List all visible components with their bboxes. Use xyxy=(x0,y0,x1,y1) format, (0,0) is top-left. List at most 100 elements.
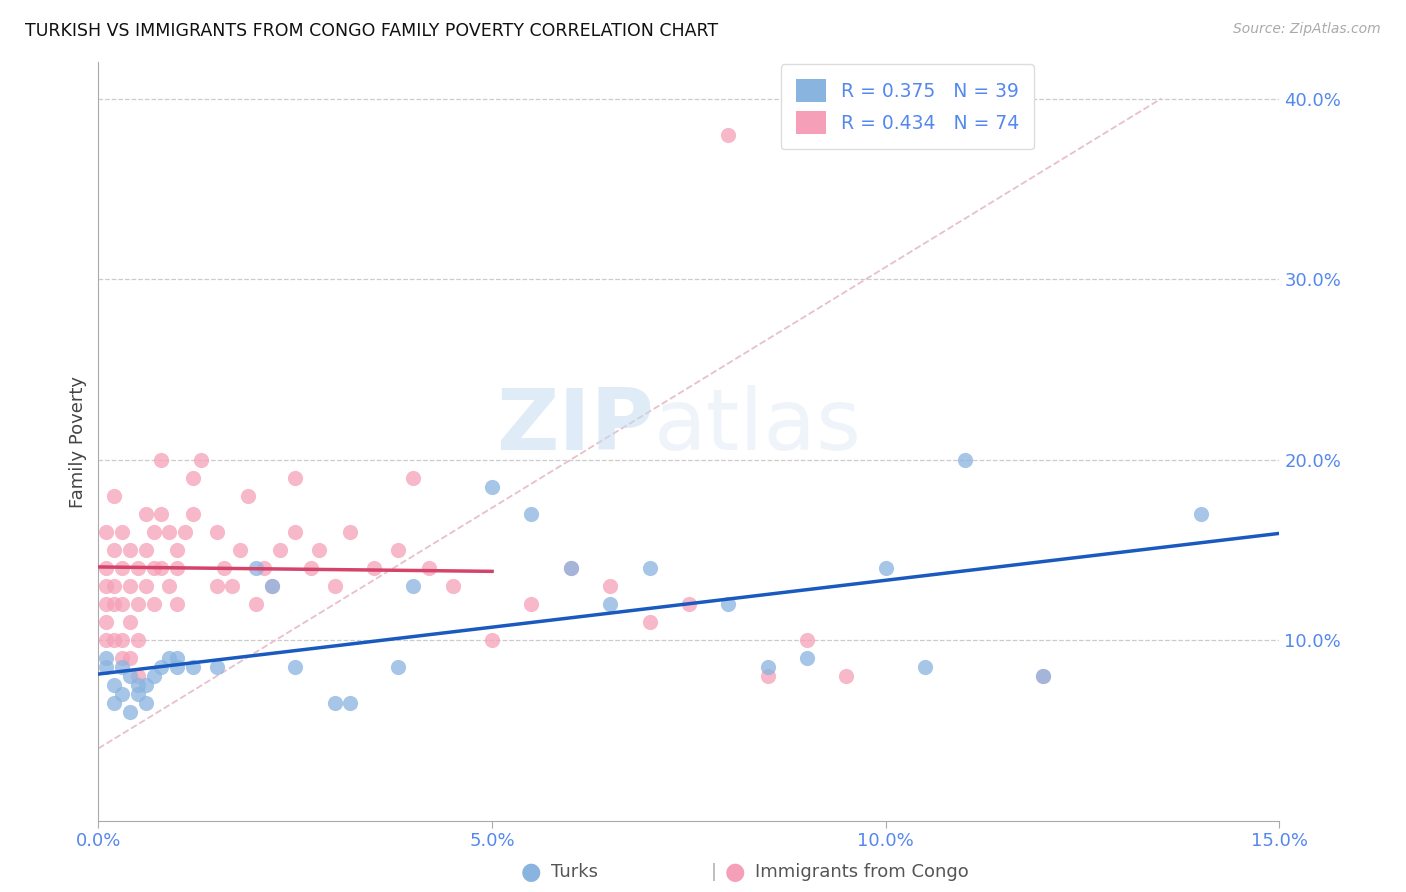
Text: ZIP: ZIP xyxy=(496,384,654,468)
Point xyxy=(245,597,267,611)
Point xyxy=(135,678,157,692)
Point xyxy=(103,579,125,593)
Point xyxy=(96,651,118,665)
Point xyxy=(678,597,700,611)
Point xyxy=(323,696,346,710)
Point xyxy=(481,480,503,494)
Point xyxy=(205,524,228,539)
Point xyxy=(166,542,188,557)
Y-axis label: Family Poverty: Family Poverty xyxy=(69,376,87,508)
Point xyxy=(560,561,582,575)
Point xyxy=(796,633,818,648)
Point xyxy=(127,678,149,692)
Point xyxy=(387,542,409,557)
Text: Turks: Turks xyxy=(551,863,598,881)
Point xyxy=(142,669,165,683)
Point xyxy=(323,579,346,593)
Point xyxy=(402,579,425,593)
Point xyxy=(127,687,149,701)
Point xyxy=(127,597,149,611)
Point xyxy=(284,470,307,484)
Point xyxy=(157,524,180,539)
Point xyxy=(402,470,425,484)
Point xyxy=(150,660,173,674)
Point xyxy=(520,507,543,521)
Point xyxy=(135,579,157,593)
Point xyxy=(835,669,858,683)
Point xyxy=(214,561,236,575)
Point xyxy=(284,660,307,674)
Point xyxy=(142,524,165,539)
Point xyxy=(111,561,134,575)
Point xyxy=(103,542,125,557)
Point xyxy=(103,696,125,710)
Point xyxy=(387,660,409,674)
Point xyxy=(953,452,976,467)
Point xyxy=(221,579,243,593)
Point xyxy=(118,669,141,683)
Point xyxy=(481,633,503,648)
Point xyxy=(1032,669,1054,683)
Point xyxy=(181,507,204,521)
Point xyxy=(96,579,118,593)
Point xyxy=(111,633,134,648)
Text: TURKISH VS IMMIGRANTS FROM CONGO FAMILY POVERTY CORRELATION CHART: TURKISH VS IMMIGRANTS FROM CONGO FAMILY … xyxy=(25,22,718,40)
Point xyxy=(205,660,228,674)
Point xyxy=(111,597,134,611)
Point xyxy=(150,452,173,467)
Text: ●: ● xyxy=(725,861,745,884)
Point xyxy=(157,651,180,665)
Point xyxy=(96,660,118,674)
Point xyxy=(339,524,361,539)
Point xyxy=(103,489,125,503)
Point xyxy=(142,561,165,575)
Point xyxy=(118,706,141,720)
Point xyxy=(103,597,125,611)
Point xyxy=(599,579,621,593)
Point xyxy=(127,633,149,648)
Point xyxy=(245,561,267,575)
Point xyxy=(236,489,259,503)
Point xyxy=(166,561,188,575)
Point xyxy=(96,524,118,539)
Text: |: | xyxy=(711,863,717,881)
Point xyxy=(717,597,740,611)
Text: Source: ZipAtlas.com: Source: ZipAtlas.com xyxy=(1233,22,1381,37)
Point xyxy=(560,561,582,575)
Point xyxy=(190,452,212,467)
Point xyxy=(756,669,779,683)
Text: ●: ● xyxy=(522,861,541,884)
Point xyxy=(96,597,118,611)
Point xyxy=(142,597,165,611)
Point xyxy=(118,651,141,665)
Point xyxy=(229,542,252,557)
Point xyxy=(118,579,141,593)
Point xyxy=(599,597,621,611)
Point xyxy=(135,542,157,557)
Point xyxy=(127,669,149,683)
Point xyxy=(96,633,118,648)
Point xyxy=(166,660,188,674)
Point xyxy=(135,696,157,710)
Point xyxy=(166,651,188,665)
Point xyxy=(166,597,188,611)
Point xyxy=(174,524,197,539)
Point xyxy=(111,687,134,701)
Point xyxy=(111,524,134,539)
Point xyxy=(96,561,118,575)
Point xyxy=(284,524,307,539)
Point xyxy=(1189,507,1212,521)
Point xyxy=(127,561,149,575)
Text: Immigrants from Congo: Immigrants from Congo xyxy=(755,863,969,881)
Point xyxy=(418,561,440,575)
Point xyxy=(150,561,173,575)
Point xyxy=(260,579,283,593)
Point xyxy=(181,470,204,484)
Point xyxy=(111,651,134,665)
Point xyxy=(150,507,173,521)
Point xyxy=(914,660,936,674)
Point xyxy=(157,579,180,593)
Point xyxy=(299,561,322,575)
Point xyxy=(269,542,291,557)
Point xyxy=(1032,669,1054,683)
